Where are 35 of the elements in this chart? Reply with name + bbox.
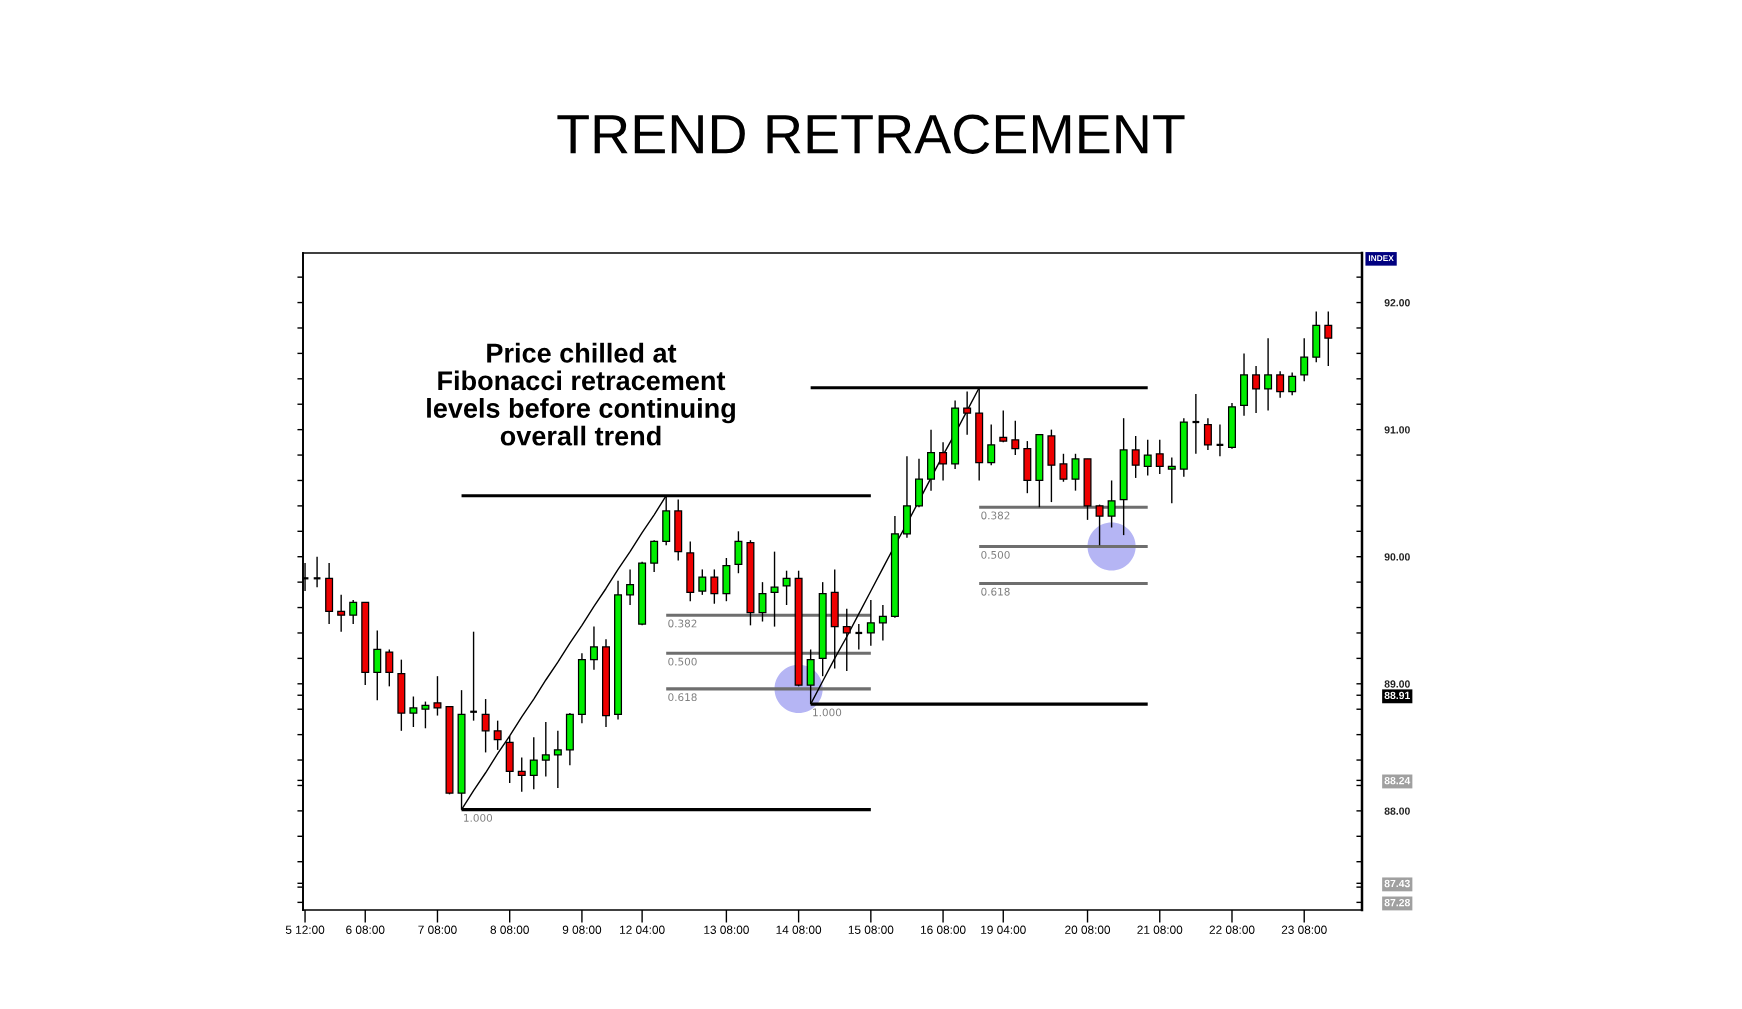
x-tick-label: 21 08:00 [1137, 925, 1183, 934]
y-tick-label: 87.28 [1384, 898, 1410, 907]
series-label: 0.618 [981, 587, 1010, 596]
x-tick-label: 14 08:00 [776, 925, 822, 934]
x-tick-label: 5 12:00 [285, 925, 325, 934]
y-tick-label: 91.00 [1384, 426, 1410, 434]
x-tick-label: 23 08:00 [1281, 925, 1327, 934]
x-tick-label: 22 08:00 [1209, 925, 1255, 934]
chart-title: TREND RETRACEMENT [557, 114, 1185, 154]
y-tick-label: 92.00 [1384, 299, 1410, 307]
series-label: 1.000 [464, 813, 493, 822]
series-label: 0.618 [668, 693, 697, 702]
y-tick-label: 90.00 [1384, 553, 1410, 561]
x-tick-label: 15 08:00 [848, 925, 894, 934]
y-tick-label: 88.24 [1384, 776, 1411, 785]
x-tick-label: 16 08:00 [921, 925, 966, 934]
y-tick-label: 88.00 [1384, 807, 1410, 815]
series-label: 0.382 [668, 619, 697, 628]
y-tick-label: 87.43 [1384, 879, 1410, 888]
y-tick-label: 88.91 [1384, 691, 1410, 700]
annotation: Price chilled at Fibonacci retracement levels before continuing overall trend [427, 342, 735, 446]
series-label: 0.382 [981, 511, 1010, 520]
x-tick-label: 12 04:00 [620, 925, 665, 934]
x-tick-label: 8 08:00 [490, 925, 529, 934]
series-label: 0.500 [981, 550, 1010, 559]
y-tick-label: 89.00 [1384, 680, 1410, 688]
text: INDEX [1368, 255, 1394, 262]
x-tick-label: 6 08:00 [346, 925, 385, 934]
x-tick-label: 9 08:00 [562, 925, 602, 934]
series-label: 0.500 [668, 657, 697, 666]
x-tick-label: 20 08:00 [1065, 925, 1111, 934]
x-tick-label: 13 08:00 [704, 925, 749, 934]
x-tick-label: 7 08:00 [418, 925, 457, 934]
x-tick-label: 19 04:00 [981, 925, 1026, 934]
series-label: 1.000 [813, 708, 842, 717]
